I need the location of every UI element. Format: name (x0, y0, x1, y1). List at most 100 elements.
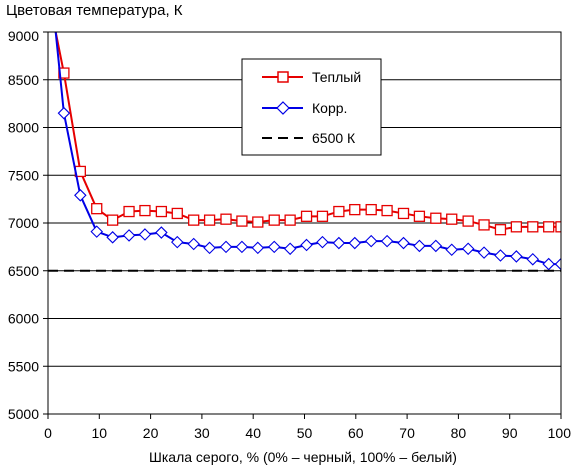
legend: Теплый Корр. 6500 К (241, 58, 382, 156)
data-point-warm (555, 221, 561, 233)
plot-frame (47, 31, 562, 415)
data-point-corrected (57, 106, 71, 120)
y-tick-label: 6000 (8, 311, 39, 327)
data-point-warm (268, 214, 280, 226)
data-point-warm (365, 203, 377, 216)
data-point-corrected (413, 239, 426, 253)
data-point-warm (349, 203, 361, 216)
x-tick-label: 80 (451, 425, 467, 441)
data-point-warm (91, 203, 103, 215)
data-point-corrected (122, 229, 136, 242)
legend-entry-warm: Теплый (262, 69, 361, 85)
legend-label-reference: 6500 К (312, 130, 356, 146)
legend-label-warm: Теплый (312, 69, 361, 85)
data-point-corrected (510, 250, 523, 263)
data-point-warm (543, 221, 555, 233)
y-tick-label: 7000 (8, 215, 39, 231)
data-point-corrected (138, 228, 152, 241)
data-point-warm (252, 216, 264, 228)
data-point-warm (510, 221, 523, 233)
data-point-corrected (494, 249, 507, 262)
data-point-corrected (203, 241, 216, 255)
data-point-corrected (74, 189, 87, 202)
x-tick-label: 100 (548, 425, 572, 441)
y-tick-label: 6500 (8, 263, 39, 279)
data-point-warm (139, 204, 151, 217)
data-point-corrected (155, 226, 168, 239)
data-point-corrected (170, 235, 184, 249)
data-point-warm (413, 210, 426, 222)
data-point-corrected (187, 237, 200, 251)
data-point-corrected (526, 253, 540, 266)
data-point-corrected (332, 236, 346, 250)
y-tick-labels: 5000 5500 6000 6500 7000 7500 8000 8500 9000 (8, 28, 39, 422)
data-point-corrected (445, 243, 459, 257)
x-tick-label: 50 (297, 425, 313, 441)
data-point-warm (236, 215, 248, 227)
x-tick-label: 90 (502, 425, 518, 441)
data-point-warm (155, 205, 168, 218)
data-point-warm (381, 204, 393, 217)
legend-marker-warm (277, 71, 289, 83)
data-point-warm (300, 210, 313, 222)
data-point-warm (397, 207, 410, 220)
data-point-corrected (267, 240, 281, 254)
series-layer (48, 32, 561, 272)
data-point-corrected (106, 231, 119, 244)
data-point-warm (494, 224, 507, 236)
data-point-corrected (251, 241, 265, 255)
x-tick-label: 40 (245, 425, 261, 441)
x-tick-label: 60 (348, 425, 364, 441)
y-tick-label: 8500 (8, 72, 39, 88)
series-1 (54, 32, 561, 271)
legend-entry-corrected: Корр. (262, 100, 347, 116)
data-point-corrected (90, 225, 104, 238)
data-point-warm (430, 212, 442, 224)
legend-label-corrected: Корр. (312, 100, 347, 116)
data-point-warm (527, 221, 539, 233)
data-point-corrected (397, 236, 410, 250)
data-point-corrected (554, 257, 561, 271)
data-point-corrected (380, 234, 394, 248)
legend-marker-corrected (276, 101, 290, 115)
data-point-corrected (235, 240, 249, 254)
data-point-warm (316, 210, 329, 222)
x-tick-label: 30 (194, 425, 210, 441)
data-point-warm (478, 219, 490, 231)
x-tick-label: 20 (143, 425, 159, 441)
y-tick-label: 7500 (8, 167, 39, 183)
data-point-warm (203, 214, 216, 226)
data-point-corrected (348, 236, 362, 250)
data-point-warm (123, 205, 135, 218)
data-point-corrected (429, 239, 443, 253)
data-point-corrected (364, 234, 378, 248)
y-tick-label: 8000 (8, 120, 39, 136)
data-point-corrected (316, 235, 329, 249)
data-point-warm (106, 214, 119, 226)
y-tick-label: 9000 (8, 28, 39, 44)
x-tick-label: 0 (44, 425, 52, 441)
data-point-corrected (461, 242, 475, 256)
x-tick-label: 10 (92, 425, 108, 441)
data-point-warm (220, 213, 232, 225)
data-point-corrected (283, 242, 297, 256)
series-0 (54, 32, 561, 236)
data-point-warm (462, 215, 474, 227)
data-point-corrected (477, 246, 491, 259)
chart-title: Цветовая температура, К (6, 2, 183, 19)
data-point-warm (171, 207, 183, 220)
data-point-corrected (300, 238, 313, 252)
x-tick-label: 70 (399, 425, 415, 441)
legend-entry-reference: 6500 К (262, 130, 356, 146)
y-tick-label: 5000 (8, 406, 39, 422)
data-point-warm (284, 214, 296, 226)
x-axis-label: Шкала серого, % (0% – черный, 100% – бел… (149, 449, 457, 465)
y-tick-label: 5500 (8, 358, 39, 374)
data-point-corrected (542, 257, 555, 271)
data-point-corrected (219, 240, 233, 254)
data-point-warm (446, 213, 458, 225)
x-tick-labels: 0 10 20 30 40 50 60 70 80 90 100 (44, 425, 571, 441)
data-point-warm (333, 205, 345, 218)
data-point-warm (188, 214, 200, 226)
